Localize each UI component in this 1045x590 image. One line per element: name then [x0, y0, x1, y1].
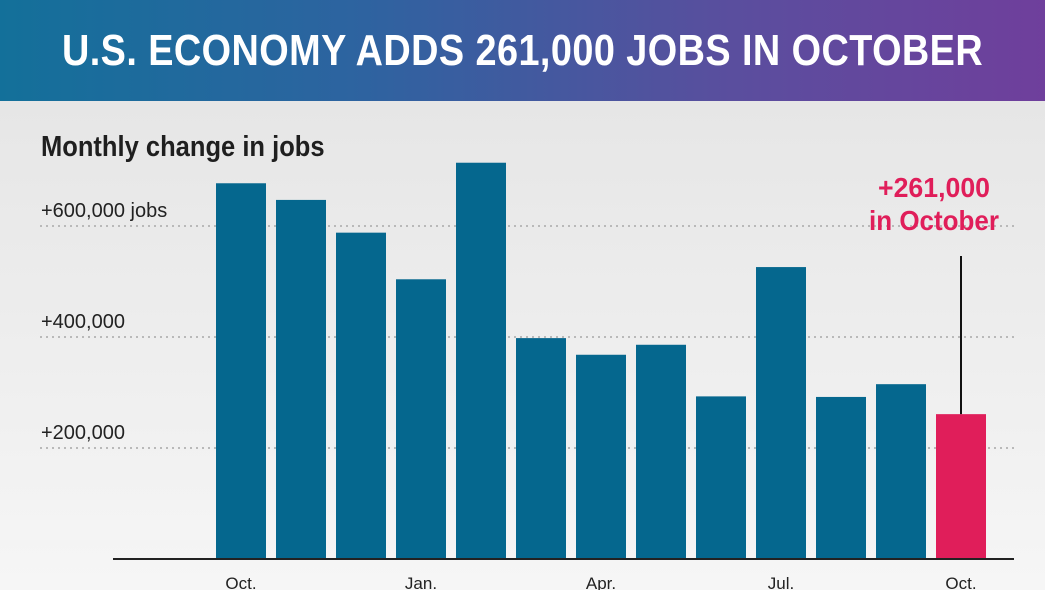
bar [276, 199, 326, 560]
bars [216, 162, 986, 560]
bar [816, 396, 866, 559]
bar [216, 183, 266, 559]
y-tick-label: +400,000 [41, 311, 125, 333]
headline-title: U.S. ECONOMY ADDS 261,000 JOBS IN OCTOBE… [61, 25, 984, 75]
chart-subtitle: Monthly change in jobs [41, 131, 325, 163]
annotation-text: +261,000 [878, 172, 990, 203]
bar [636, 344, 686, 559]
bar [696, 396, 746, 559]
x-tick-label: Jul. [768, 574, 794, 590]
x-tick-label: Oct. [945, 574, 976, 590]
bar [516, 338, 566, 559]
x-tick-label: Apr. [586, 574, 616, 590]
headline-banner: U.S. ECONOMY ADDS 261,000 JOBS IN OCTOBE… [0, 0, 1045, 101]
bar [456, 162, 506, 560]
bar [876, 384, 926, 559]
bar [336, 232, 386, 559]
y-tick-label: +200,000 [41, 422, 125, 444]
y-axis-ticks: +200,000 +400,000 +600,000 jobs [41, 200, 167, 444]
annotation-text: in October [869, 205, 999, 236]
bar-highlight [936, 414, 986, 559]
y-tick-label: +600,000 jobs [41, 200, 167, 222]
x-tick-label: Oct. [225, 574, 256, 590]
bar [576, 354, 626, 559]
bar [396, 279, 446, 559]
bar [756, 267, 806, 559]
x-axis-ticks: Oct. Jan. Apr. Jul. Oct. [225, 574, 976, 590]
x-tick-label: Jan. [405, 574, 437, 590]
